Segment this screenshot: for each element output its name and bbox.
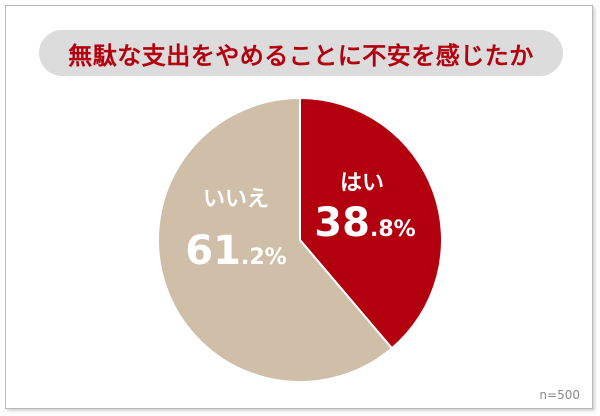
pie-slice-yes [299, 96, 443, 350]
slice-value-no: 61.2% [185, 228, 286, 274]
pie-slices [157, 96, 443, 383]
chart-title-pill: 無駄な支出をやめることに不安を感じたか [39, 30, 563, 76]
sample-size-label: n=500 [539, 388, 580, 402]
pie-labels: はい 38.8% いいえ 61.2% [185, 171, 415, 274]
slice-label-no: いいえ [203, 187, 269, 212]
slice-value-yes: 38.8% [314, 200, 415, 246]
slice-label-yes: はい [340, 171, 384, 196]
chart-title: 無駄な支出をやめることに不安を感じたか [68, 41, 534, 70]
pie-slice-no [157, 96, 394, 383]
